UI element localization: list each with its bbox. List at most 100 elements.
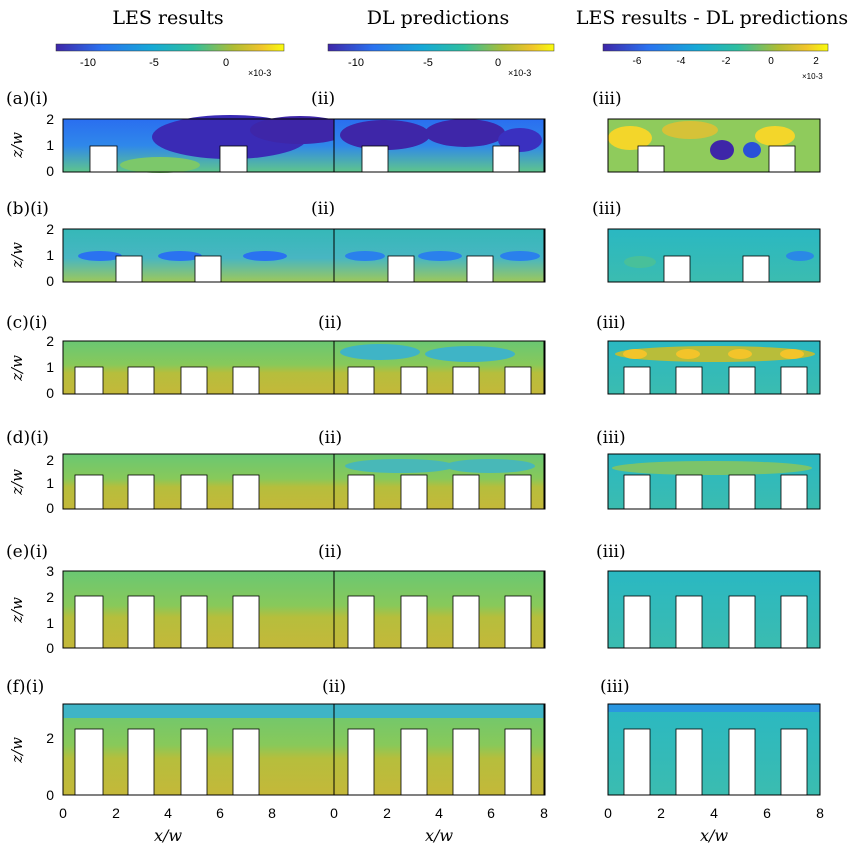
y-tick: 2 — [46, 333, 54, 349]
row-b: (b)(i) (ii) (iii) z/w 2 1 0 — [6, 199, 821, 289]
colorbar-tick: -6 — [633, 56, 642, 67]
colorbar-tick: -2 — [722, 56, 731, 67]
x-axis-label: x/w — [700, 826, 728, 845]
panel-diff — [607, 703, 821, 796]
y-axis-label: z/w — [8, 469, 26, 496]
y-axis-label: z/w — [8, 132, 26, 159]
x-axis-les: 0 2 4 6 8 x/w — [59, 805, 276, 845]
panel-label: (ii) — [318, 542, 342, 562]
panel-label: (c)(i) — [6, 313, 48, 333]
panel-label: (a)(i) — [6, 89, 48, 109]
panel-label: (f)(i) — [6, 677, 44, 697]
colorbar-tick: -5 — [149, 57, 159, 69]
y-tick: 1 — [46, 247, 54, 263]
y-axis-label: z/w — [8, 355, 26, 382]
colorbar-diff: -6 -4 -2 0 2 ×10-3 — [602, 43, 829, 81]
y-axis-label: z/w — [8, 242, 26, 269]
colorbar-tick: -4 — [677, 56, 686, 67]
panel-diff — [607, 570, 821, 649]
panel-label: (ii) — [311, 199, 335, 219]
panel-label: (b)(i) — [6, 199, 49, 219]
x-tick: 4 — [435, 805, 443, 821]
colorbar-dl: -10 -5 0 ×10-3 — [327, 43, 555, 78]
panel-diff — [607, 118, 821, 173]
colorbar-tick: -10 — [348, 57, 364, 69]
panel-label: (ii) — [322, 677, 346, 697]
y-tick: 2 — [46, 730, 54, 746]
y-tick: 1 — [46, 359, 54, 375]
colorbar-tick: 0 — [223, 57, 229, 69]
x-tick: 2 — [383, 805, 391, 821]
x-tick: 8 — [816, 805, 824, 821]
y-axis-label: z/w — [8, 737, 26, 764]
colorbar-tick: -10 — [80, 57, 96, 69]
x-tick: 8 — [540, 805, 548, 821]
colorbar-les: -10 -5 0 ×10-3 — [55, 43, 285, 78]
col-title-dl: DL predictions — [367, 7, 509, 29]
panel-label: (iii) — [596, 542, 626, 562]
panel-label: (iii) — [596, 313, 626, 333]
colorbar-tick: 2 — [813, 56, 819, 67]
row-c: (c)(i) (ii) (iii) z/w 2 1 0 — [6, 313, 821, 401]
panel-label: (d)(i) — [6, 428, 49, 448]
panel-label: (ii) — [318, 428, 342, 448]
x-tick: 4 — [164, 805, 172, 821]
panel-label: (iii) — [592, 89, 622, 109]
panel-dl — [333, 228, 545, 283]
y-tick: 0 — [46, 385, 54, 401]
y-tick: 2 — [46, 221, 54, 237]
panel-label: (e)(i) — [6, 542, 48, 562]
x-tick: 6 — [487, 805, 495, 821]
col-title-diff: LES results - DL predictions — [576, 7, 848, 29]
panel-label: (ii) — [311, 89, 335, 109]
y-axis-label: z/w — [8, 597, 26, 624]
row-f: (f)(i) (ii) (iii) z/w 2 0 — [6, 677, 824, 845]
x-axis-label: x/w — [425, 826, 453, 845]
panel-dl — [333, 703, 545, 796]
panel-diff — [607, 453, 821, 510]
panel-label: (iii) — [592, 199, 622, 219]
x-axis-dl: 0 2 4 6 8 x/w — [330, 805, 548, 845]
x-tick: 8 — [268, 805, 276, 821]
y-tick: 2 — [46, 452, 54, 468]
y-tick: 1 — [46, 615, 54, 631]
panel-diff — [607, 340, 821, 395]
x-axis-diff: 0 2 4 6 8 x/w — [604, 805, 824, 845]
row-e: (e)(i) (ii) (iii) z/w 3 2 1 0 — [6, 542, 821, 656]
x-axis-label: x/w — [154, 826, 182, 845]
x-tick: 4 — [710, 805, 718, 821]
colorbar-tick: -5 — [423, 57, 433, 69]
panel-dl — [333, 340, 545, 395]
x-tick: 0 — [59, 805, 67, 821]
y-tick: 0 — [46, 640, 54, 656]
panel-dl — [333, 453, 545, 510]
row-d: (d)(i) (ii) (iii) z/w 2 1 0 — [6, 428, 821, 516]
colorbar-exponent: ×10-3 — [248, 68, 271, 78]
x-tick: 6 — [763, 805, 771, 821]
y-tick: 2 — [46, 111, 54, 127]
x-tick: 6 — [216, 805, 224, 821]
y-tick: 0 — [46, 163, 54, 179]
row-a: (a)(i) (ii) (iii) z/w 2 1 0 — [6, 89, 821, 179]
colorbar-tick: 0 — [495, 57, 501, 69]
colorbar-exponent: ×10-3 — [802, 72, 823, 81]
y-tick: 0 — [46, 500, 54, 516]
y-tick: 3 — [46, 563, 54, 579]
x-tick: 0 — [604, 805, 612, 821]
x-tick: 0 — [330, 805, 338, 821]
panel-label: (iii) — [596, 428, 626, 448]
y-tick: 1 — [46, 475, 54, 491]
panel-dl — [333, 570, 545, 649]
colorbar-tick: 0 — [768, 56, 774, 67]
panel-label: (ii) — [318, 313, 342, 333]
col-title-les: LES results — [112, 7, 223, 29]
panel-dl — [333, 118, 545, 173]
y-tick: 2 — [46, 589, 54, 605]
panel-diff — [607, 228, 821, 283]
x-tick: 2 — [112, 805, 120, 821]
colorbar-exponent: ×10-3 — [508, 68, 531, 78]
y-tick: 0 — [46, 273, 54, 289]
x-tick: 2 — [657, 805, 665, 821]
y-tick: 1 — [46, 137, 54, 153]
